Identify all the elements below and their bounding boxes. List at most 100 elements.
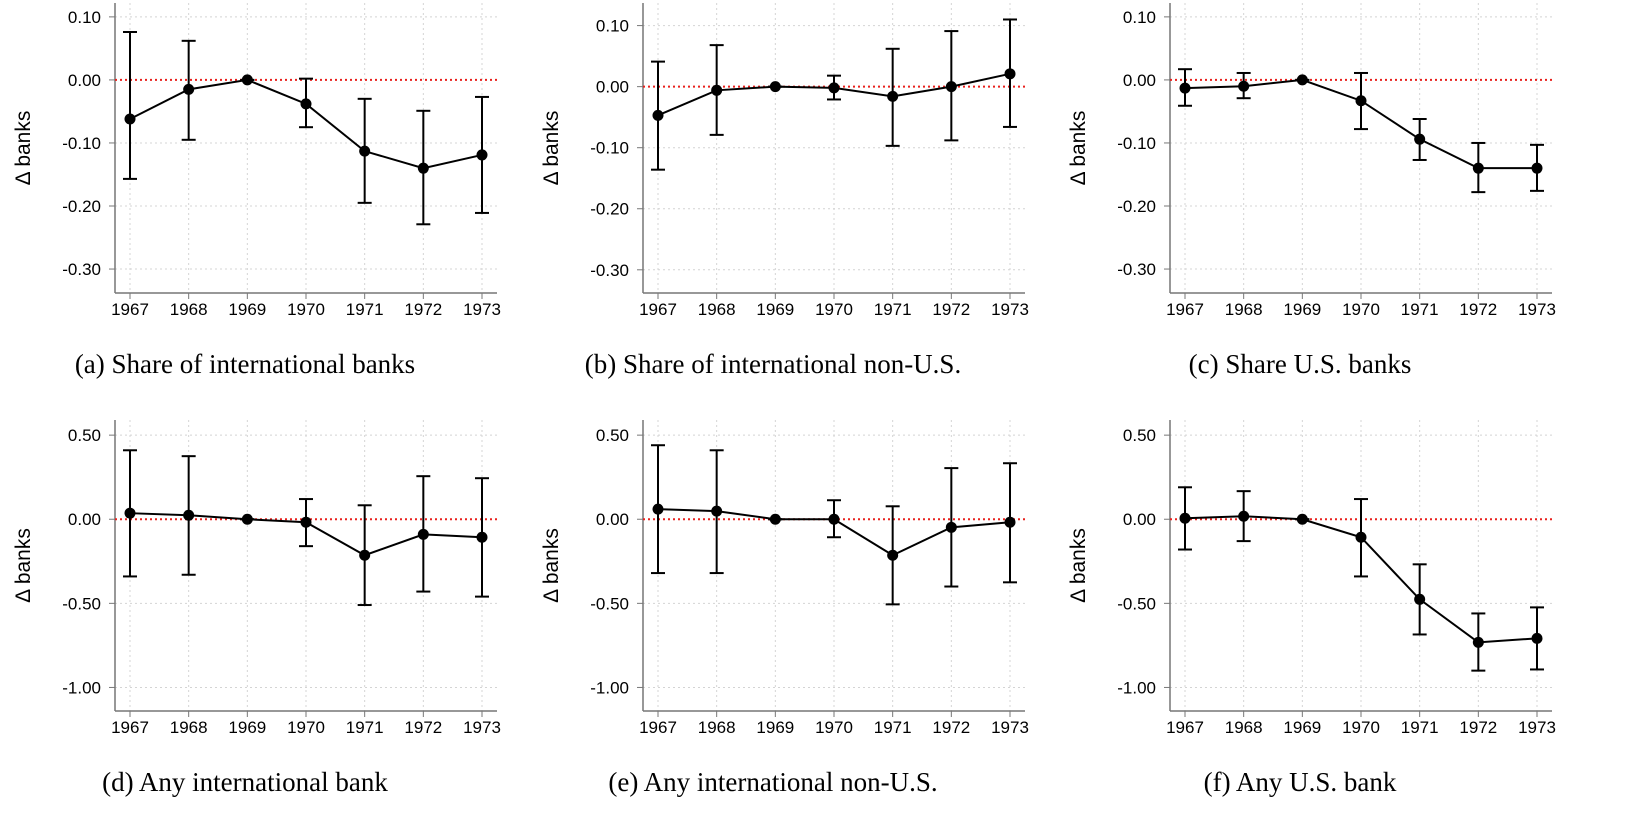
x-tick-label: 1973 bbox=[991, 718, 1029, 737]
point bbox=[769, 81, 781, 93]
y-tick-label: -0.20 bbox=[1117, 197, 1156, 216]
x-tick-label: 1971 bbox=[1401, 718, 1439, 737]
point bbox=[1004, 516, 1016, 528]
x-tick-label: 1972 bbox=[404, 300, 442, 319]
point bbox=[124, 113, 136, 125]
x-tick-label: 1969 bbox=[756, 300, 794, 319]
y-tick-label: -0.30 bbox=[590, 261, 629, 280]
point bbox=[1355, 95, 1367, 107]
x-tick-label: 1970 bbox=[1342, 718, 1380, 737]
y-tick-label: -0.10 bbox=[62, 134, 101, 153]
y-tick-label: 0.50 bbox=[596, 426, 629, 445]
point bbox=[828, 513, 840, 525]
x-tick-label: 1968 bbox=[698, 300, 736, 319]
point bbox=[1296, 74, 1308, 86]
x-tick-label: 1969 bbox=[1283, 718, 1321, 737]
point bbox=[241, 74, 253, 86]
point bbox=[769, 513, 781, 525]
y-tick-label: -0.20 bbox=[590, 200, 629, 219]
point bbox=[183, 83, 195, 95]
x-tick-label: 1973 bbox=[1518, 300, 1556, 319]
point bbox=[711, 505, 723, 517]
y-tick-label: -0.30 bbox=[1117, 260, 1156, 279]
point bbox=[887, 549, 899, 561]
point bbox=[652, 109, 664, 121]
point bbox=[1414, 133, 1426, 145]
x-tick-label: 1972 bbox=[1459, 300, 1497, 319]
y-axis-label: Δ banks bbox=[12, 111, 35, 186]
x-tick-label: 1971 bbox=[346, 300, 384, 319]
y-tick-label: 0.00 bbox=[596, 510, 629, 529]
point bbox=[1179, 82, 1191, 94]
point bbox=[1238, 510, 1250, 522]
y-tick-label: 0.00 bbox=[1123, 71, 1156, 90]
x-tick-label: 1973 bbox=[463, 300, 501, 319]
y-tick-label: -1.00 bbox=[1117, 678, 1156, 697]
point bbox=[1238, 80, 1250, 92]
x-tick-label: 1968 bbox=[170, 300, 208, 319]
x-tick-label: 1969 bbox=[1283, 300, 1321, 319]
y-tick-label: 0.10 bbox=[68, 8, 101, 27]
y-tick-label: -0.10 bbox=[590, 139, 629, 158]
y-tick-label: -0.10 bbox=[1117, 134, 1156, 153]
x-tick-label: 1971 bbox=[874, 300, 912, 319]
x-tick-label: 1973 bbox=[991, 300, 1029, 319]
y-tick-label: 0.00 bbox=[596, 78, 629, 97]
point bbox=[945, 521, 957, 533]
point bbox=[1531, 632, 1543, 644]
y-axis-label: Δ banks bbox=[1067, 528, 1090, 603]
x-tick-label: 1972 bbox=[1459, 718, 1497, 737]
point bbox=[476, 149, 488, 161]
x-tick-label: 1968 bbox=[170, 718, 208, 737]
y-tick-label: -0.50 bbox=[62, 594, 101, 613]
point bbox=[945, 81, 957, 93]
x-tick-label: 1967 bbox=[1166, 718, 1204, 737]
caption: (a) Share of international banks bbox=[75, 349, 415, 379]
y-tick-label: 0.50 bbox=[68, 426, 101, 445]
y-tick-label: -1.00 bbox=[590, 678, 629, 697]
point bbox=[1179, 512, 1191, 524]
caption: (b) Share of international non-U.S. bbox=[585, 349, 961, 379]
y-tick-label: 0.10 bbox=[596, 17, 629, 36]
caption: (e) Any international non-U.S. bbox=[608, 767, 937, 797]
point bbox=[417, 162, 429, 174]
point bbox=[183, 509, 195, 521]
y-axis-label: Δ banks bbox=[540, 528, 563, 603]
x-tick-label: 1970 bbox=[815, 718, 853, 737]
point bbox=[1004, 68, 1016, 80]
y-axis-label: Δ banks bbox=[540, 111, 563, 186]
x-tick-label: 1971 bbox=[346, 718, 384, 737]
y-tick-label: 0.10 bbox=[1123, 8, 1156, 27]
y-axis-label: Δ banks bbox=[12, 528, 35, 603]
x-tick-label: 1971 bbox=[1401, 300, 1439, 319]
point bbox=[1472, 162, 1484, 174]
y-tick-label: -0.50 bbox=[590, 594, 629, 613]
y-tick-label: -0.20 bbox=[62, 197, 101, 216]
x-tick-label: 1967 bbox=[639, 300, 677, 319]
x-tick-label: 1972 bbox=[932, 300, 970, 319]
x-tick-label: 1967 bbox=[1166, 300, 1204, 319]
x-tick-label: 1970 bbox=[287, 718, 325, 737]
point bbox=[1531, 162, 1543, 174]
x-tick-label: 1970 bbox=[815, 300, 853, 319]
x-tick-label: 1967 bbox=[111, 718, 149, 737]
x-tick-label: 1969 bbox=[228, 718, 266, 737]
caption: (c) Share U.S. banks bbox=[1189, 349, 1412, 379]
point bbox=[1296, 513, 1308, 525]
point bbox=[124, 507, 136, 519]
point bbox=[887, 90, 899, 102]
x-tick-label: 1972 bbox=[404, 718, 442, 737]
x-tick-label: 1968 bbox=[1225, 718, 1263, 737]
y-tick-label: -1.00 bbox=[62, 678, 101, 697]
point bbox=[476, 531, 488, 543]
x-tick-label: 1970 bbox=[1342, 300, 1380, 319]
x-tick-label: 1973 bbox=[1518, 718, 1556, 737]
x-tick-label: 1968 bbox=[698, 718, 736, 737]
x-tick-label: 1970 bbox=[287, 300, 325, 319]
point bbox=[711, 84, 723, 96]
y-tick-label: 0.00 bbox=[68, 510, 101, 529]
y-axis-label: Δ banks bbox=[1067, 111, 1090, 186]
point bbox=[359, 549, 371, 561]
point bbox=[300, 516, 312, 528]
